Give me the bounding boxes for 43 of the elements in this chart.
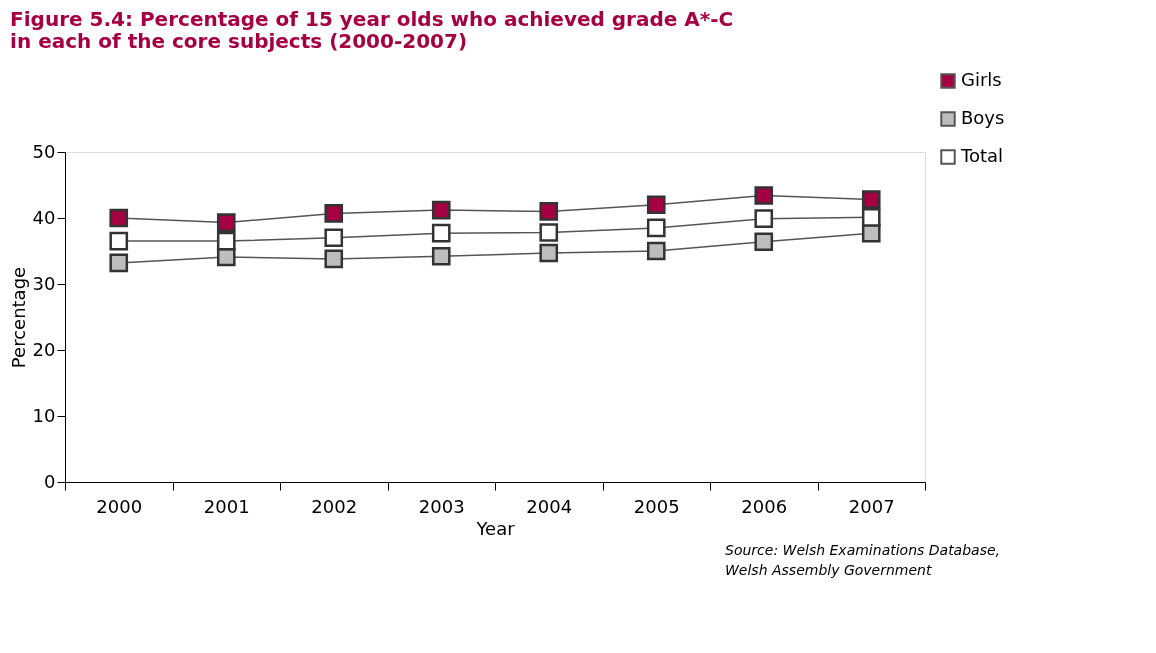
- point: [324, 249, 344, 269]
- point: [109, 208, 129, 228]
- point: [216, 213, 236, 232]
- source-note: Source: Welsh Examinations Database, Welsh Assembly Government: [725, 542, 1001, 578]
- x-tick-label: 2003: [418, 495, 465, 517]
- point: [109, 231, 129, 251]
- point: [539, 202, 559, 221]
- x-tick-label: 2002: [311, 495, 358, 517]
- point: [754, 209, 774, 228]
- point: [646, 195, 666, 215]
- x-tick-label: 2006: [741, 495, 788, 517]
- x-tick-label: 2000: [96, 495, 143, 517]
- point: [754, 186, 774, 205]
- point: [646, 241, 666, 261]
- point: [539, 243, 559, 263]
- point: [431, 223, 451, 243]
- y-tick-label: 10: [32, 404, 56, 426]
- point: [324, 204, 344, 223]
- legend-label: Boys: [961, 107, 1005, 128]
- point: [861, 208, 881, 227]
- y-tick-label: 40: [32, 206, 56, 228]
- legend-label: Total: [960, 145, 1004, 166]
- legend-label: Girls: [961, 69, 1002, 90]
- y-tick-label: 30: [32, 272, 56, 294]
- x-tick-label: 2005: [633, 495, 680, 517]
- chart-title: Figure 5.4: Percentage of 15 year olds who achieved grade A*-C in each of the core subjects (2000-2007): [10, 7, 734, 53]
- y-tick-label: 0: [44, 470, 56, 492]
- point: [754, 232, 774, 252]
- y-axis-title: Percentage: [7, 266, 29, 369]
- x-tick-label: 2007: [848, 495, 895, 517]
- point: [431, 200, 451, 220]
- point: [539, 223, 559, 242]
- point: [646, 218, 666, 238]
- point: [431, 246, 451, 266]
- x-tick-label: 2004: [526, 495, 573, 517]
- point: [109, 253, 129, 273]
- x-tick-label: 2001: [203, 495, 250, 517]
- x-axis-title: Year: [475, 517, 516, 539]
- point: [861, 190, 881, 209]
- point: [324, 228, 344, 248]
- point: [216, 231, 236, 251]
- y-tick-label: 50: [32, 140, 56, 162]
- y-tick-label: 20: [32, 338, 56, 360]
